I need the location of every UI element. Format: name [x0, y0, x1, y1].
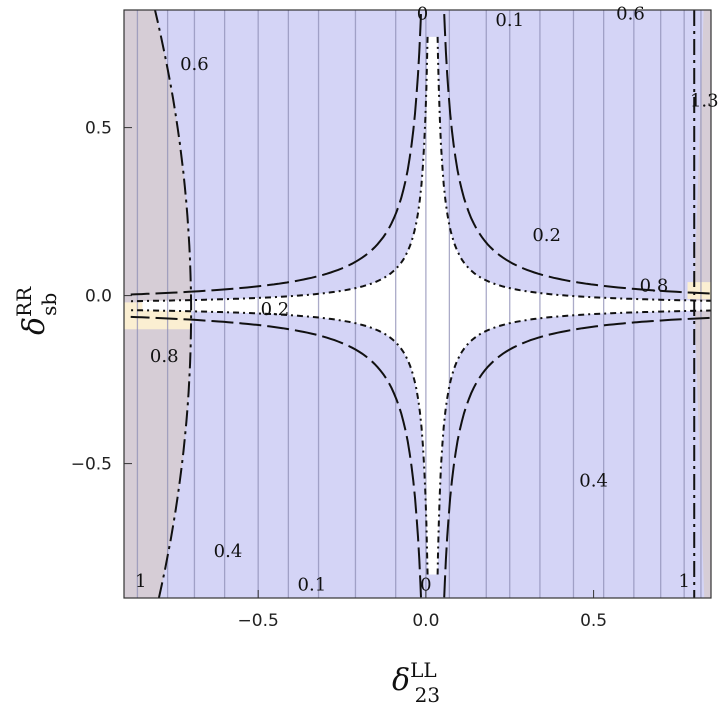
exclusion-boundary-left [154, 10, 193, 598]
contour-label: 0.2 [532, 225, 561, 246]
y-tick-label: 0.5 [85, 119, 112, 139]
y-axis-title: δRRsb [12, 286, 61, 335]
boundary-curve [436, 36, 711, 302]
contour-label: 0 [420, 575, 431, 596]
boundary-curve [443, 10, 711, 295]
y-ticks: −0.5 0.0 0.5 [71, 119, 132, 475]
contour-label: 1 [135, 571, 146, 592]
boundary-curve [130, 36, 429, 303]
plot-frame [123, 9, 712, 599]
boundary-curve [130, 309, 429, 575]
contour-label: 0.4 [214, 541, 243, 562]
contour-label: 0.1 [298, 575, 327, 596]
contour-label: 0 [417, 3, 428, 24]
contour-label: 0.8 [150, 346, 179, 367]
plot-area [124, 10, 711, 598]
boundary-curve [443, 316, 711, 598]
x-axis-title: δLL 23 [392, 658, 440, 707]
contour-label: 1.3 [690, 91, 719, 112]
white-region [142, 36, 711, 575]
contour-label: 1 [678, 571, 689, 592]
x-tick-label: 0.5 [580, 611, 607, 631]
contour-label: 0.8 [640, 276, 669, 297]
contour-label: 0.6 [616, 3, 645, 24]
x-tick-label: −0.5 [238, 611, 279, 631]
y-tick-label: −0.5 [71, 455, 112, 475]
contour-label: 0.1 [495, 10, 524, 31]
boundary-curves [130, 10, 711, 598]
y-tick-label: 0.0 [85, 287, 112, 307]
contour-labels: 0 0.1 0.6 0.6 1.3 0.2 0.8 0.2 0.8 0.4 0.4 0.1 0 1 1 [135, 3, 719, 595]
contour-label: 0.2 [261, 299, 290, 320]
boundary-curve [436, 309, 711, 575]
contour-label: 0.6 [180, 54, 209, 75]
x-tick-label: 0.0 [412, 611, 439, 631]
small-band-right [687, 282, 711, 299]
x-ticks: −0.5 0.0 0.5 [238, 590, 607, 631]
contour-label: 0.4 [579, 470, 608, 491]
boundary-curve [130, 10, 423, 296]
boundary-curve [130, 315, 423, 598]
